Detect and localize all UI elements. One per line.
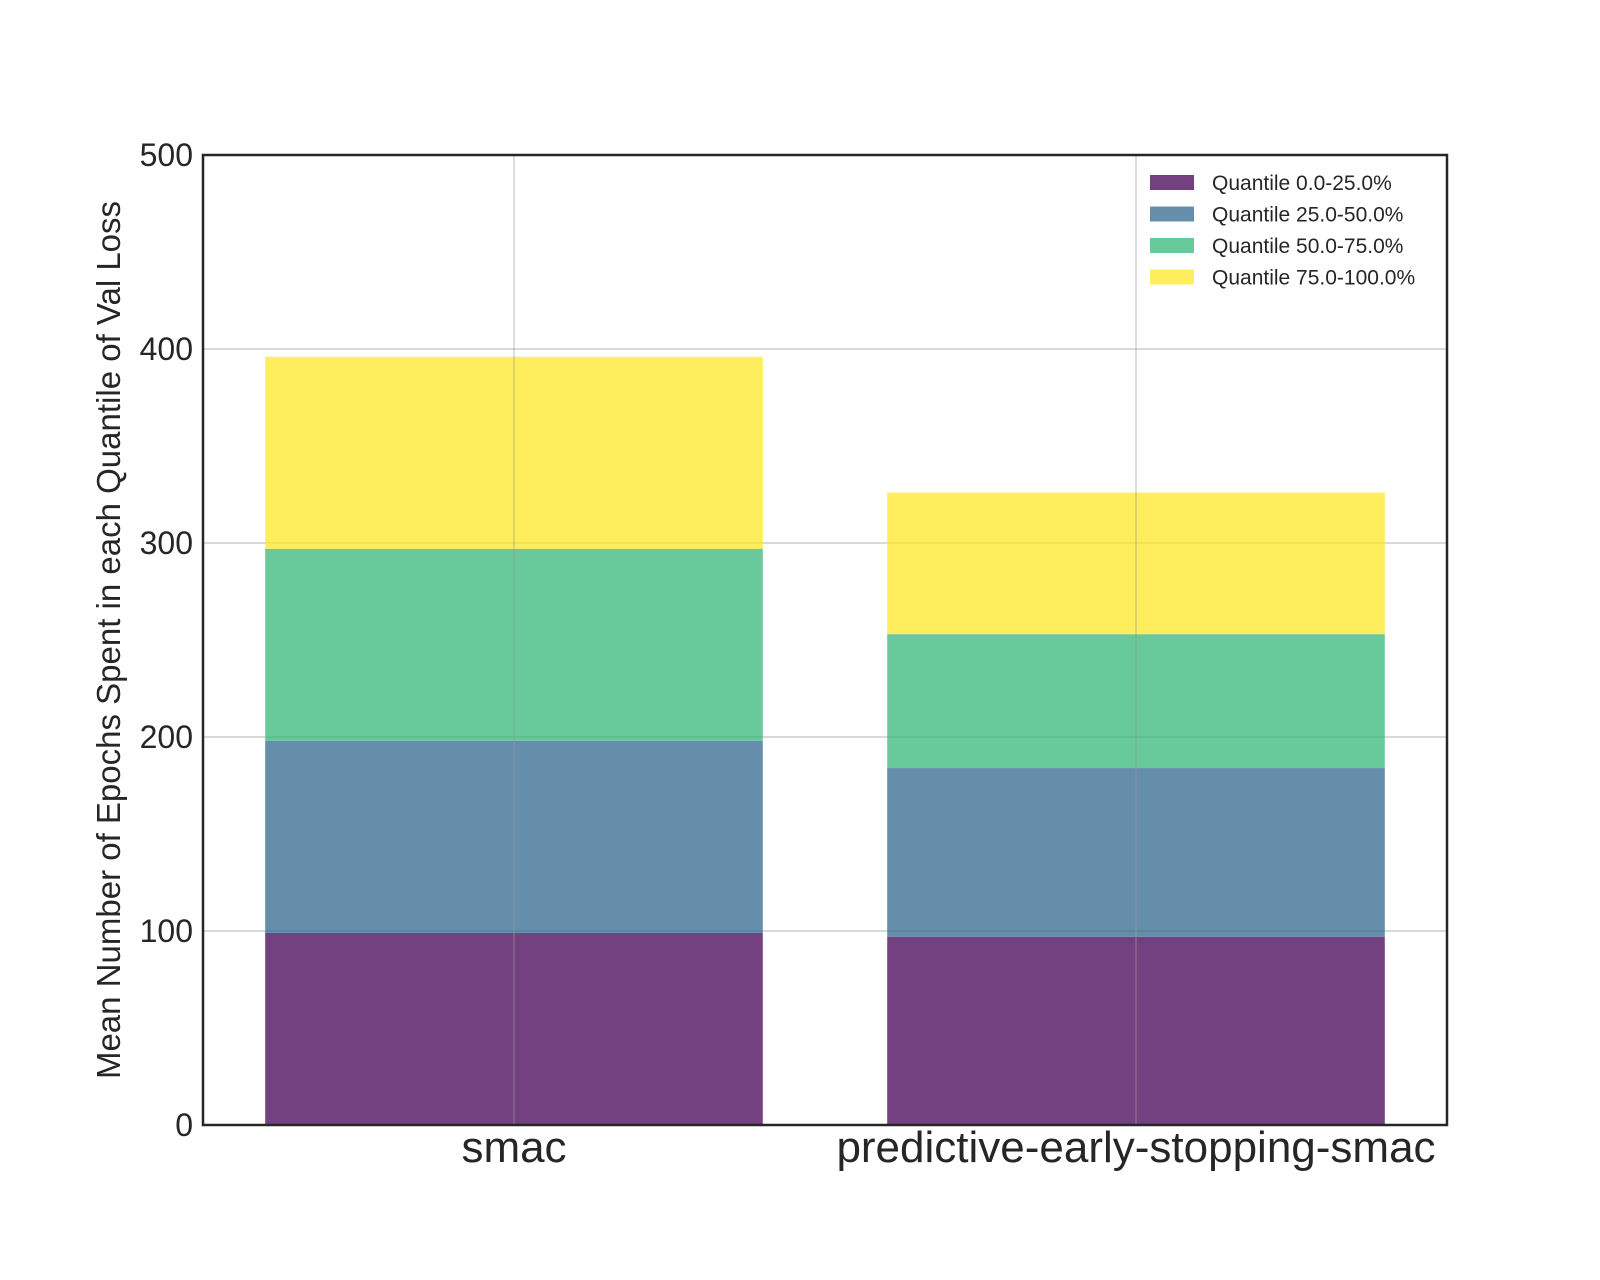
legend-entry: Quantile 25.0-50.0% — [1212, 204, 1403, 227]
bar-segment-2-smac — [265, 740, 763, 933]
y-tick-label: 500 — [140, 137, 193, 173]
plot-frame — [201, 153, 1449, 1127]
legend: Quantile 0.0-25.0% Quantile 25.0-50.0% Qua… — [1150, 172, 1415, 290]
legend-entry: Quantile 75.0-100.0% — [1212, 267, 1415, 290]
y-tick-label: 300 — [140, 525, 193, 561]
legend-swatch — [1150, 175, 1194, 190]
bar-segment-1-predictive-early-stopping-smac — [887, 936, 1385, 1125]
bar-segment-2-predictive-early-stopping-smac — [887, 768, 1385, 937]
legend-entry: Quantile 0.0-25.0% — [1212, 172, 1392, 195]
vertical-grid — [513, 155, 1137, 1125]
y-axis-ticks: 0 100 200 300 400 500 — [140, 137, 193, 1143]
x-tick-label: smac — [461, 1123, 566, 1172]
y-tick-label: 100 — [140, 913, 193, 949]
bar-segment-4-smac — [265, 356, 763, 549]
bar-segment-3-predictive-early-stopping-smac — [887, 634, 1385, 769]
bar-segment-3-smac — [265, 548, 763, 741]
legend-swatch — [1150, 206, 1194, 222]
bar-segment-4-predictive-early-stopping-smac — [887, 492, 1385, 635]
bar-segment-1-smac — [265, 932, 763, 1125]
legend-entry: Quantile 50.0-75.0% — [1212, 235, 1403, 258]
y-tick-label: 200 — [140, 719, 193, 755]
x-tick-label: predictive-early-stopping-smac — [836, 1123, 1435, 1172]
y-axis-label: Mean Number of Epochs Spent in each Quan… — [90, 201, 127, 1079]
legend-swatch — [1150, 238, 1194, 253]
x-axis-ticks: smac predictive-early-stopping-smac — [461, 1123, 1435, 1172]
y-tick-label: 400 — [140, 331, 193, 367]
y-tick-label: 0 — [175, 1107, 193, 1143]
legend-swatch — [1150, 269, 1194, 285]
bars — [265, 356, 1385, 1125]
